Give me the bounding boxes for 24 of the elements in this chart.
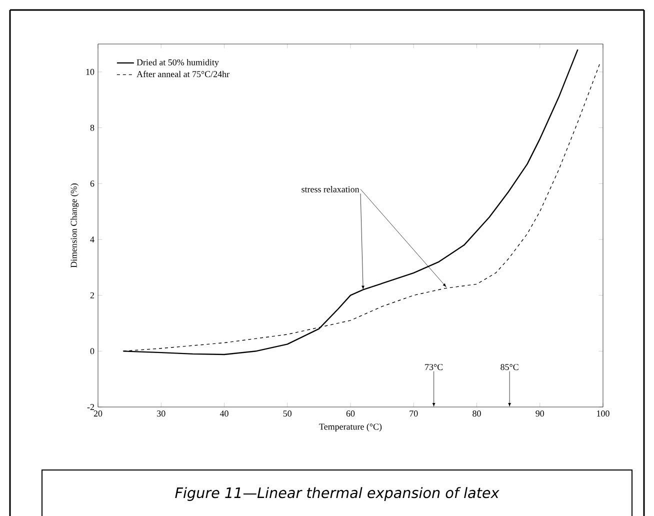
y-tick-label: 2 xyxy=(90,292,94,298)
legend-label: After anneal at 75°C/24hr xyxy=(136,70,230,78)
x-tick-label: 70 xyxy=(410,410,418,417)
y-tick-label: 6 xyxy=(90,180,94,187)
y-tick-label: 8 xyxy=(90,124,94,131)
y-tick-label: 10 xyxy=(86,68,94,75)
y-axis-title: Dimension Change (%) xyxy=(70,184,79,268)
y-tick-label: 4 xyxy=(90,236,94,242)
caption: Figure 11—Linear thermal expansion of latex xyxy=(175,487,500,501)
y-tick-label: -2 xyxy=(87,404,94,410)
x-tick-label: 60 xyxy=(346,410,355,417)
x-tick-label: 100 xyxy=(597,410,610,417)
x-tick-label: 30 xyxy=(157,410,166,417)
x-tick-label: 40 xyxy=(220,410,228,417)
x-tick-label: 90 xyxy=(536,410,544,417)
x-tick-label: 20 xyxy=(94,410,102,417)
y-tick-label: 0 xyxy=(90,348,94,354)
x-axis-title: Temperature (°C) xyxy=(319,423,382,432)
legend-label: Dried at 50% humidity xyxy=(136,59,219,68)
annotation: 73°C xyxy=(425,364,443,370)
annotation: stress relaxation xyxy=(302,186,360,192)
x-tick-label: 80 xyxy=(472,410,481,417)
annotation: 85°C xyxy=(500,364,518,370)
x-tick-label: 50 xyxy=(283,410,292,417)
